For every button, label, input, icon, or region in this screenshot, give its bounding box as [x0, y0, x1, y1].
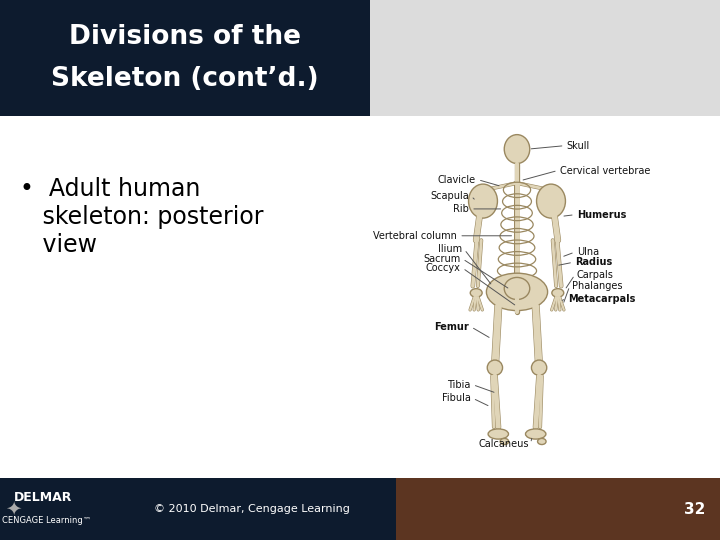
Ellipse shape [536, 184, 565, 218]
Ellipse shape [504, 278, 530, 300]
Text: Femur: Femur [434, 322, 469, 332]
Text: Fibula: Fibula [442, 393, 471, 403]
Text: view: view [20, 233, 97, 258]
Ellipse shape [469, 184, 498, 218]
Text: Phalanges: Phalanges [572, 281, 622, 291]
Text: CENGAGE Learning™: CENGAGE Learning™ [2, 516, 91, 525]
Ellipse shape [552, 289, 564, 297]
Text: Vertebral column: Vertebral column [374, 231, 457, 241]
Ellipse shape [538, 438, 546, 444]
Ellipse shape [470, 289, 482, 297]
Ellipse shape [488, 429, 508, 439]
Bar [0, 116, 720, 478]
Ellipse shape [500, 438, 508, 444]
Text: Metacarpals: Metacarpals [568, 294, 636, 303]
Bar [396, 478, 720, 540]
Text: Radius: Radius [575, 257, 612, 267]
Ellipse shape [504, 134, 530, 164]
Text: Clavicle: Clavicle [438, 174, 476, 185]
Ellipse shape [526, 429, 546, 439]
Ellipse shape [487, 273, 548, 310]
Text: Tibia: Tibia [447, 380, 471, 390]
Bar [370, 0, 720, 116]
Bar [0, 478, 720, 540]
Text: Scapula: Scapula [431, 191, 469, 201]
Text: Humerus: Humerus [577, 210, 626, 220]
Text: Cervical vertebrae: Cervical vertebrae [560, 165, 650, 176]
Text: Rib: Rib [453, 204, 469, 214]
Text: 32: 32 [684, 502, 706, 516]
Text: © 2010 Delmar, Cengage Learning: © 2010 Delmar, Cengage Learning [154, 504, 350, 514]
Text: Skeleton (cont’d.): Skeleton (cont’d.) [51, 66, 319, 92]
Text: DELMAR: DELMAR [14, 491, 73, 504]
Text: •  Adult human: • Adult human [20, 177, 200, 201]
Text: Skull: Skull [567, 141, 590, 151]
Text: Calcaneus: Calcaneus [478, 438, 528, 449]
Text: Ilium: Ilium [438, 245, 462, 254]
Text: Ulna: Ulna [577, 247, 599, 257]
Text: Carpals: Carpals [577, 270, 613, 280]
Bar [0, 0, 370, 116]
Ellipse shape [531, 360, 546, 375]
Text: Divisions of the: Divisions of the [69, 24, 301, 50]
Text: ✦: ✦ [5, 500, 21, 518]
Text: skeleton: posterior: skeleton: posterior [20, 205, 264, 229]
Text: Coccyx: Coccyx [426, 263, 461, 273]
Ellipse shape [487, 360, 503, 375]
Text: Sacrum: Sacrum [423, 254, 461, 264]
